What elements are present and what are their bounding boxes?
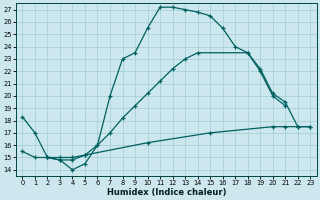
- X-axis label: Humidex (Indice chaleur): Humidex (Indice chaleur): [107, 188, 226, 197]
